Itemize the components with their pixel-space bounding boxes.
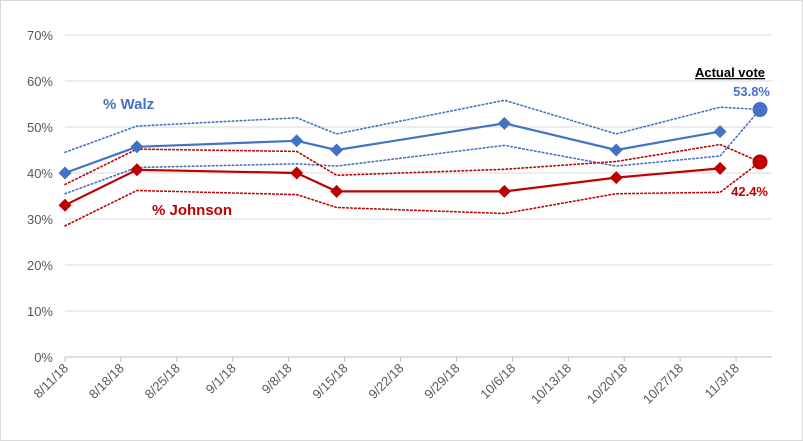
walz-marker bbox=[609, 143, 623, 157]
x-tick-label: 9/29/18 bbox=[421, 361, 462, 402]
x-tick-label: 8/18/18 bbox=[86, 361, 127, 402]
y-tick-label: 10% bbox=[27, 304, 53, 319]
walz-series-label: % Walz bbox=[103, 96, 154, 113]
x-tick-label: 11/3/18 bbox=[702, 361, 743, 402]
johnson-marker bbox=[58, 198, 72, 212]
actual-vote-walz-label: 53.8% bbox=[733, 84, 770, 99]
actual-vote-markers bbox=[752, 102, 768, 170]
confidence-band-line bbox=[64, 143, 761, 186]
johnson-marker bbox=[609, 171, 623, 185]
y-axis: 0% 10% 20% 30% 40% 50% 60% 70% bbox=[27, 28, 53, 365]
y-tick-label: 70% bbox=[27, 28, 53, 43]
y-tick-label: 50% bbox=[27, 120, 53, 135]
x-tick-label: 9/1/18 bbox=[203, 361, 239, 397]
gridlines bbox=[65, 34, 772, 312]
x-tick-label: 9/8/18 bbox=[259, 361, 295, 397]
actual-vote-johnson-label: 42.4% bbox=[731, 184, 768, 199]
x-tick-label: 10/6/18 bbox=[477, 361, 518, 402]
confidence-band-line bbox=[64, 108, 761, 195]
y-tick-label: 60% bbox=[27, 74, 53, 89]
confidence-band-line bbox=[64, 99, 761, 154]
y-tick-label: 40% bbox=[27, 166, 53, 181]
x-tick-label: 10/13/18 bbox=[528, 361, 574, 407]
x-tick-label: 9/15/18 bbox=[309, 361, 350, 402]
confidence-bands bbox=[64, 99, 761, 227]
johnson-series-label: % Johnson bbox=[152, 202, 232, 219]
actual-vote-johnson-point bbox=[752, 154, 768, 170]
walz-marker bbox=[330, 143, 344, 157]
actual-vote-title: Actual vote bbox=[695, 65, 765, 80]
walz-marker bbox=[290, 134, 304, 148]
johnson-marker bbox=[330, 184, 344, 198]
johnson-marker bbox=[713, 161, 727, 175]
johnson-line bbox=[64, 167, 721, 207]
y-tick-label: 20% bbox=[27, 258, 53, 273]
walz-marker bbox=[58, 166, 72, 180]
x-tick-label: 8/25/18 bbox=[142, 361, 183, 402]
walz-marker bbox=[497, 116, 511, 130]
actual-vote-walz-point bbox=[752, 102, 768, 118]
series-markers bbox=[58, 116, 727, 212]
x-tick-label: 8/11/18 bbox=[31, 361, 72, 402]
y-tick-label: 30% bbox=[27, 212, 53, 227]
confidence-band-line bbox=[64, 161, 761, 227]
johnson-marker bbox=[290, 166, 304, 180]
walz-marker bbox=[130, 140, 144, 154]
x-tick-label: 10/20/18 bbox=[584, 361, 630, 407]
walz-marker bbox=[713, 125, 727, 139]
x-tick-label: 10/27/18 bbox=[640, 361, 686, 407]
x-tick-label: 9/22/18 bbox=[365, 361, 406, 402]
x-axis: 8/11/18 8/18/18 8/25/18 9/1/18 9/8/18 9/15/18… bbox=[31, 356, 772, 407]
y-tick-label: 0% bbox=[34, 350, 53, 365]
johnson-marker bbox=[130, 163, 144, 177]
johnson-marker bbox=[497, 184, 511, 198]
